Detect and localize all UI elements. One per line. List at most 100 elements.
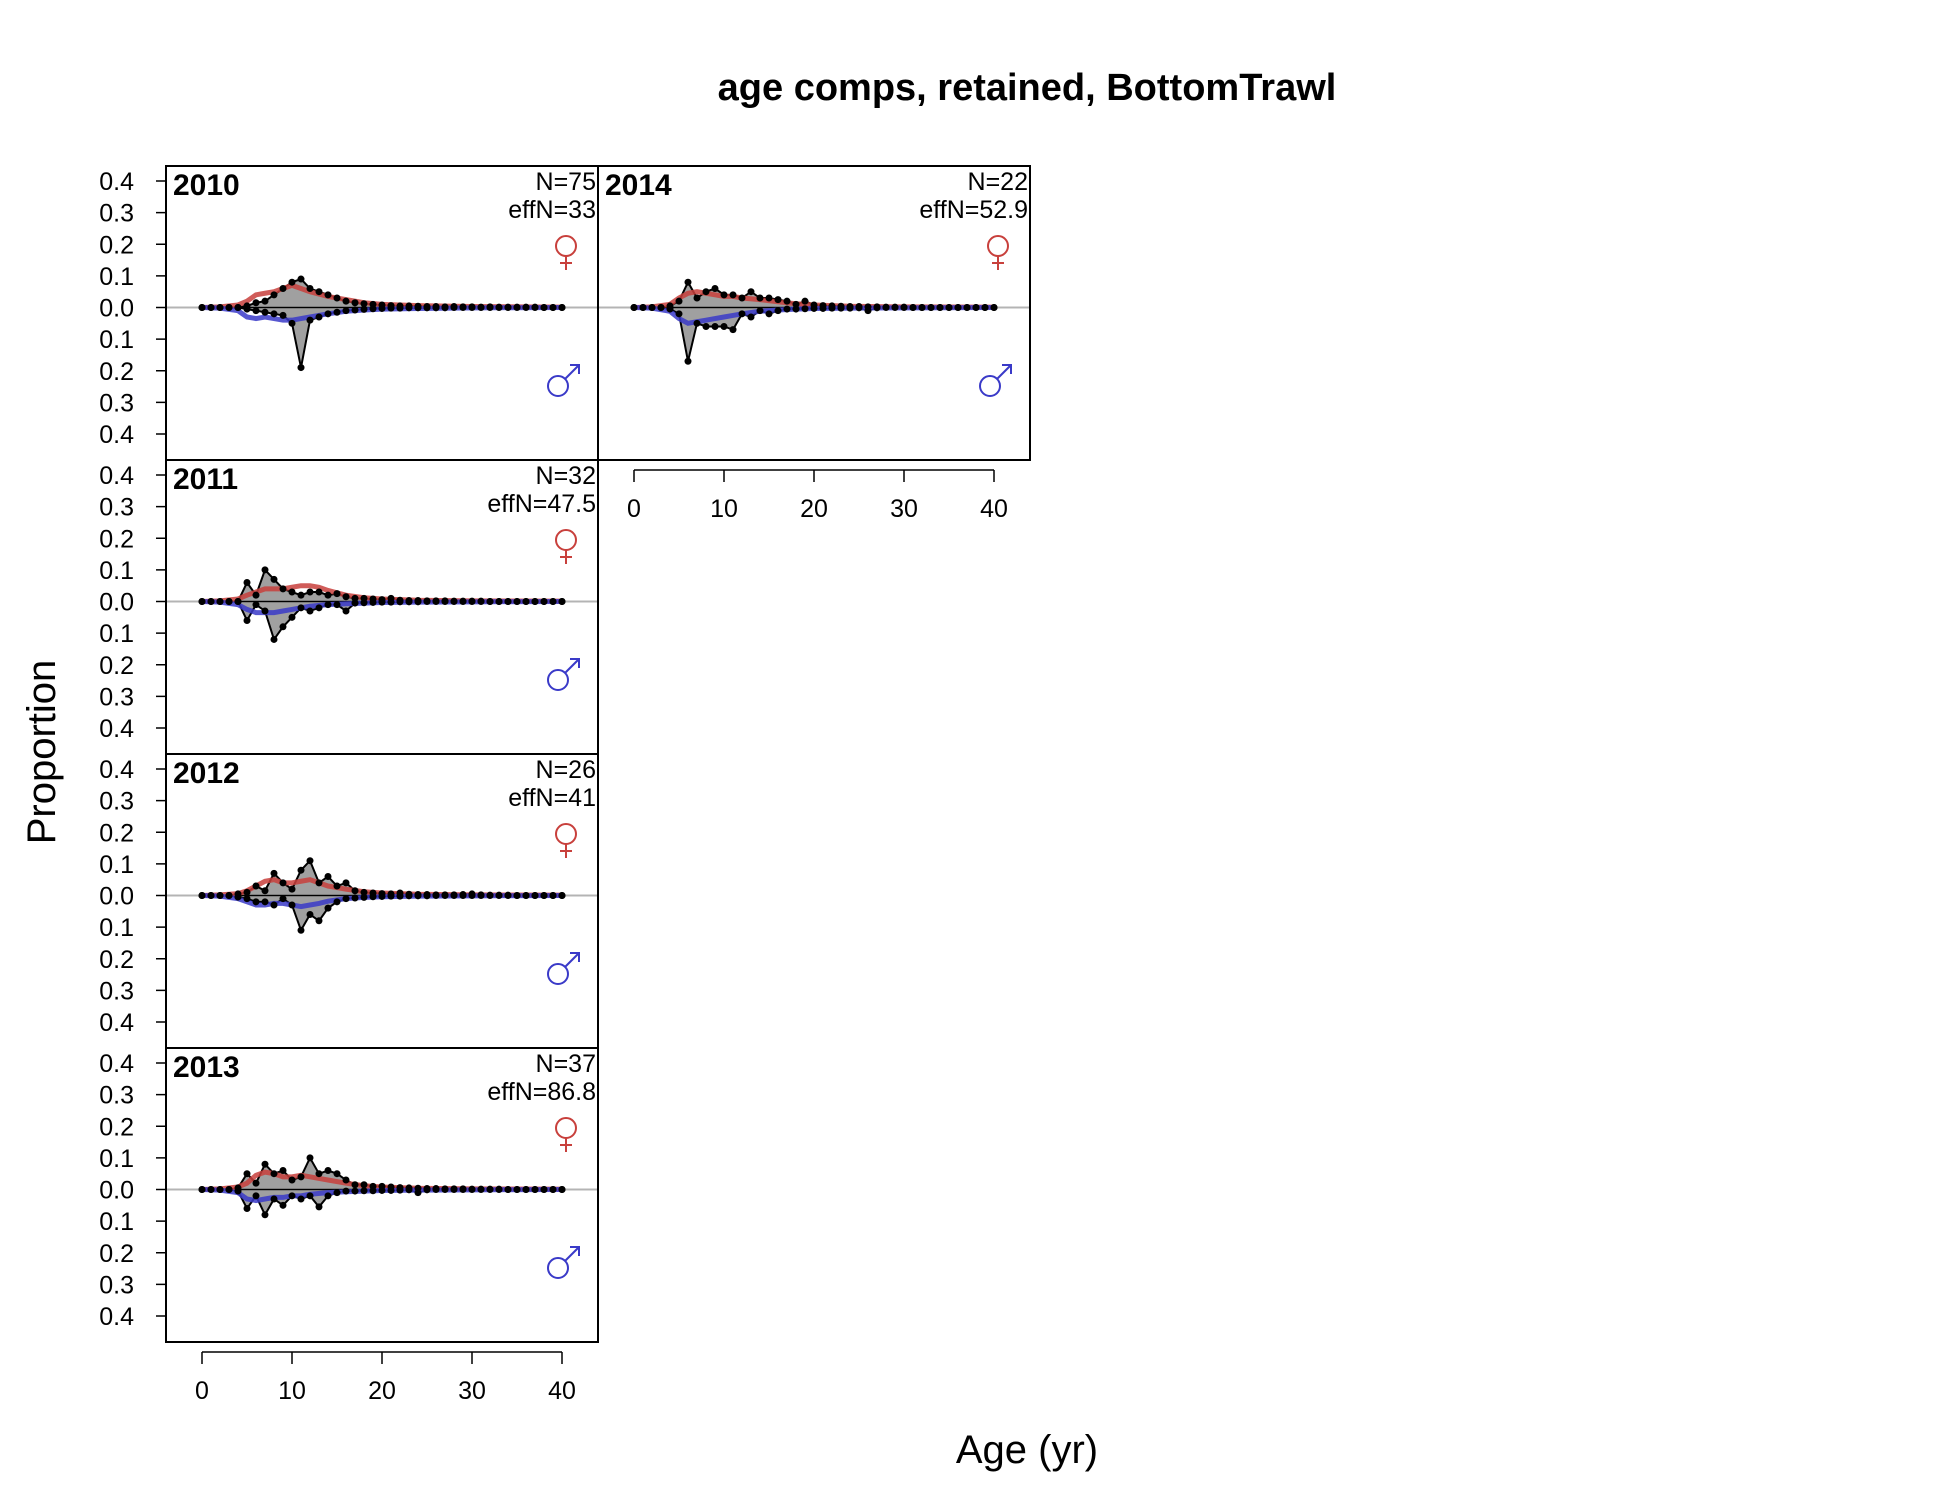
male-observed-point [405,598,413,606]
male-observed-point [459,892,467,899]
male-observed-point [288,901,296,909]
male-observed-point [396,598,404,606]
male-observed-point [252,1192,260,1200]
male-observed-point [279,1201,287,1209]
y-tick-label: 0.2 [99,231,134,259]
male-observed-point [351,599,359,607]
y-tick-label: 0.0 [99,883,134,911]
male-observed-point [324,1192,332,1200]
male-observed-point [378,598,386,606]
male-observed-point [486,892,494,899]
male-observed-point [333,898,341,906]
male-observed-point [378,304,386,312]
male-observed-point [225,892,233,899]
male-observed-point [207,598,215,605]
female-observed-point [333,1170,341,1178]
male-observed-point [252,307,260,315]
male-observed-point [387,892,395,900]
male-observed-point [351,1187,359,1195]
female-observed-point [324,591,332,599]
male-symbol-arrow [570,1246,580,1256]
panel-year-label: 2010 [173,169,240,202]
male-observed-point [441,892,449,899]
y-tick-label: 0.4 [99,1303,134,1331]
female-observed-point [270,575,278,583]
male-observed-point [450,598,458,605]
male-observed-point [657,304,665,311]
male-observed-point [324,310,332,318]
male-observed-point [360,893,368,901]
male-observed-point [225,598,233,605]
x-axis: 0 10 20 30 40 [627,469,1008,523]
male-observed-point [495,892,503,899]
male-observed-point [243,616,251,624]
male-symbol-arrow [570,364,580,374]
y-tick-label: 0.3 [99,494,134,522]
y-tick-label: 0.1 [99,557,134,585]
male-observed-point [351,306,359,314]
male-observed-point [558,892,566,899]
male-observed-point [540,598,548,605]
male-observed-point [864,307,872,315]
female-observed-point [324,1167,332,1175]
y-tick-label: 0.1 [99,1208,134,1236]
male-observed-point [324,904,332,912]
male-observed-point [414,304,422,312]
male-observed-point [405,304,413,312]
female-observed-point [738,294,746,302]
male-observed-point [333,601,341,609]
male-observed-point [522,598,530,605]
male-observed-point [531,304,539,311]
y-axis-label: Proportion [20,660,64,845]
male-observed-point [504,892,512,899]
male-observed-point [432,304,440,312]
x-tick-label: 0 [627,495,641,523]
female-observed-point [342,1176,350,1184]
male-observed-point [495,598,503,605]
male-observed-point [378,1186,386,1194]
male-observed-point [207,892,215,899]
female-observed-point [315,1170,323,1178]
male-observed-point [774,307,782,315]
female-observed-point [306,857,314,865]
male-observed-point [513,598,521,605]
y-tick-label: 0.1 [99,263,134,291]
y-tick-label: 0.4 [99,421,134,449]
male-observed-point [360,1187,368,1195]
x-tick-label: 10 [710,495,738,523]
male-observed-point [279,623,287,631]
panel-effn-label: effN=47.5 [487,490,596,518]
female-observed-point [270,291,278,299]
female-observed-point [315,288,323,296]
male-observed-point [243,895,251,903]
male-observed-point [909,304,917,311]
female-observed-point [324,291,332,299]
male-observed-point [477,304,485,311]
female-observed-point [306,1154,314,1162]
female-observed-point [288,1176,296,1184]
y-tick-label: 0.4 [99,1009,134,1037]
female-observed-point [279,585,287,593]
male-observed-point [342,895,350,903]
female-observed-point [252,299,260,307]
female-observed-point [351,1181,359,1189]
male-observed-point [342,607,350,615]
observed-area [202,279,562,368]
y-tick-label: 0.2 [99,358,134,386]
male-observed-point [405,892,413,900]
female-observed-point [270,1170,278,1178]
male-observed-point [414,598,422,606]
male-observed-point [306,316,314,324]
female-observed-point [333,882,341,890]
male-observed-point [756,307,764,315]
male-observed-point [396,1186,404,1194]
male-observed-point [549,598,557,605]
y-tick-label: 0.4 [99,1050,134,1078]
y-tick-label: 0.4 [99,168,134,196]
male-observed-point [423,304,431,312]
male-symbol-arrow [1002,364,1012,374]
male-observed-point [198,892,206,899]
y-tick-label: 0.2 [99,652,134,680]
male-observed-point [351,894,359,902]
y-tick-label: 0.0 [99,1177,134,1205]
